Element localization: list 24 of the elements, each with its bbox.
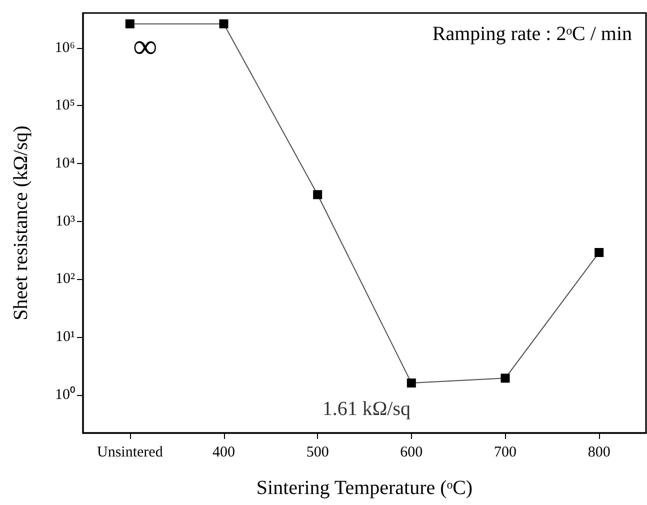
point bbox=[219, 19, 228, 28]
y-tick-label: 10⁰ bbox=[55, 386, 75, 403]
y-tick-label: 10⁴ bbox=[54, 156, 75, 172]
y-tick-label: 10³ bbox=[56, 213, 76, 230]
x-axis-title: Sintering Temperature (ᵒC) bbox=[256, 477, 473, 499]
point bbox=[313, 190, 322, 200]
annotation: Ramping rate : 2ᵒC / min bbox=[432, 23, 632, 45]
annotation: ∞ bbox=[133, 28, 158, 66]
y-tick-label: 10¹ bbox=[56, 329, 75, 346]
x-tick-label: 800 bbox=[588, 444, 610, 460]
annotation: 1.61 kΩ/sq bbox=[322, 398, 411, 420]
x-tick-label: Unsintered bbox=[97, 444, 164, 460]
x-tick-label: 400 bbox=[212, 444, 235, 460]
y-axis-title: Sheet resistance (kΩ/sq) bbox=[10, 126, 32, 320]
y-tick-label: 10⁶ bbox=[54, 40, 75, 56]
point bbox=[594, 248, 604, 257]
point bbox=[500, 374, 510, 383]
point bbox=[406, 378, 416, 388]
x-tick-label: 500 bbox=[306, 444, 329, 460]
y-tick-label: 10² bbox=[56, 271, 76, 288]
y-tick-label: 10⁵ bbox=[54, 98, 75, 114]
x-tick-label: 600 bbox=[400, 444, 423, 460]
x-tick-label: 700 bbox=[494, 444, 516, 460]
point bbox=[125, 19, 134, 28]
